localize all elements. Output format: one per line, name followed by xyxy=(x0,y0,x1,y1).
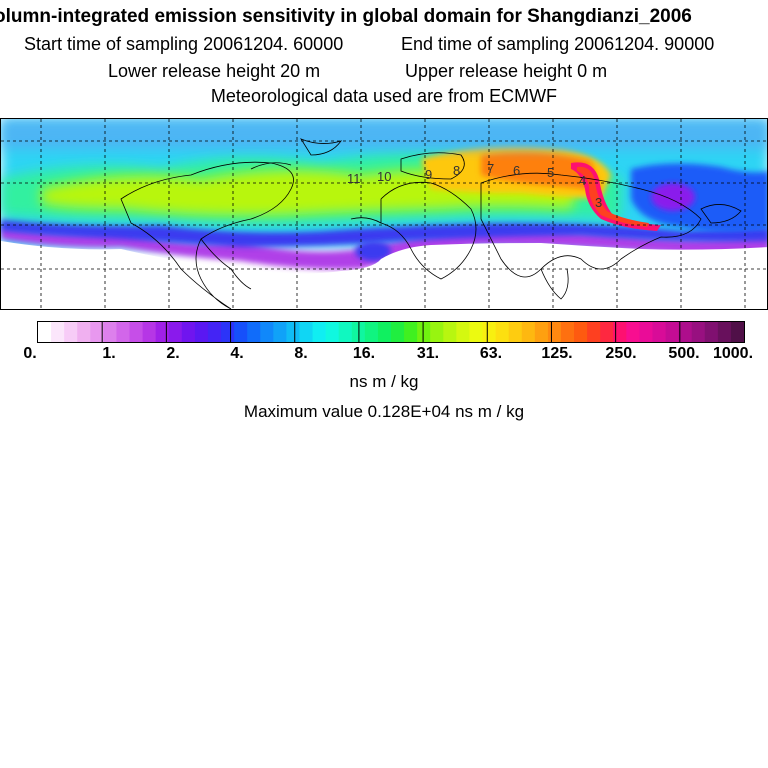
colorbar-segment xyxy=(260,322,274,342)
emission-sensitivity-map: 11 10 9 8 7 6 5 4 3 xyxy=(0,118,768,310)
end-time-label: End time of sampling 20061204. 90000 xyxy=(401,34,715,54)
colorbar-segment xyxy=(521,322,536,342)
contour-label: 9 xyxy=(425,167,432,182)
colorbar-segment xyxy=(194,322,209,342)
start-time-label: Start time of sampling 20061204. 60000 xyxy=(24,34,344,54)
colorbar-tick-label: 500. xyxy=(668,345,700,362)
colorbar-tick-label: 8. xyxy=(294,345,308,362)
colorbar-segment xyxy=(221,322,235,342)
colorbar-segment xyxy=(273,322,287,342)
colorbar-tick-label: 0. xyxy=(23,345,37,362)
colorbar xyxy=(37,321,745,343)
colorbar-tick-label: 4. xyxy=(230,345,244,362)
colorbar-tick-label: 1. xyxy=(102,345,116,362)
met-data-label: Meteorological data used are from ECMWF xyxy=(210,86,558,106)
colorbar-segment xyxy=(678,322,693,342)
plot-title: olumn-integrated emission sensitivity in… xyxy=(0,6,692,27)
colorbar-segment xyxy=(613,322,627,342)
colorbar-segment xyxy=(286,322,300,342)
contour-label: 6 xyxy=(513,163,520,178)
graticule xyxy=(1,119,767,309)
colorbar-segment xyxy=(404,322,418,342)
colorbar-segment xyxy=(377,322,392,342)
colorbar-segment xyxy=(325,322,340,342)
contour-label: 5 xyxy=(547,165,554,180)
colorbar-tick-label: 2. xyxy=(166,345,180,362)
contour-label: 7 xyxy=(487,161,494,176)
colorbar-segment xyxy=(600,322,614,342)
colorbar-tick-label: 63. xyxy=(479,345,503,362)
colorbar-segment xyxy=(443,322,457,342)
upper-release-label: Upper release height 0 m xyxy=(405,61,608,81)
colorbar-segment xyxy=(181,322,196,342)
colorbar-segment xyxy=(691,322,706,342)
colorbar-segment xyxy=(626,322,640,342)
colorbar-tick-label: 250. xyxy=(605,345,637,362)
colorbar-segment xyxy=(247,322,261,342)
colorbar-tick-label: 16. xyxy=(352,345,376,362)
colorbar-tick-label: 31. xyxy=(416,345,440,362)
colorbar-segment xyxy=(430,322,444,342)
colorbar-segment xyxy=(717,322,732,342)
colorbar-segment xyxy=(587,322,601,342)
colorbar-segment xyxy=(574,322,588,342)
colorbar-tick-label: 1000. xyxy=(712,345,754,362)
colorbar-segment xyxy=(103,322,117,342)
contour-label: 10 xyxy=(377,169,391,184)
lower-release-label: Lower release height 20 m xyxy=(108,61,321,81)
map-canvas: 11 10 9 8 7 6 5 4 3 xyxy=(1,119,767,309)
colorbar-segment xyxy=(38,322,52,342)
colorbar-gradient xyxy=(38,322,744,342)
colorbar-segment xyxy=(142,322,157,342)
colorbar-segment xyxy=(469,322,484,342)
colorbar-segment xyxy=(207,322,222,342)
colorbar-segment xyxy=(312,322,327,342)
colorbar-segment xyxy=(168,322,183,342)
colorbar-segment xyxy=(495,322,510,342)
colorbar-segment xyxy=(639,322,653,342)
sensitivity-field xyxy=(1,119,767,309)
colorbar-segment xyxy=(51,322,65,342)
colorbar-segment xyxy=(508,322,523,342)
contour-label: 3 xyxy=(595,195,602,210)
colorbar-segment xyxy=(730,322,744,342)
colorbar-segment xyxy=(534,322,549,342)
colorbar-segment xyxy=(234,322,248,342)
colorbar-segment xyxy=(64,322,78,342)
colorbar-segment xyxy=(547,322,562,342)
contour-label: 8 xyxy=(453,163,460,178)
colorbar-segment xyxy=(704,322,719,342)
colorbar-unit-label: ns m / kg xyxy=(349,372,419,391)
colorbar-segment xyxy=(299,322,314,342)
colorbar-segment xyxy=(560,322,575,342)
colorbar-segment xyxy=(482,322,497,342)
colorbar-segment xyxy=(364,322,379,342)
colorbar-segment xyxy=(417,322,431,342)
colorbar-segment xyxy=(456,322,470,342)
coastlines xyxy=(120,138,742,309)
contour-label: 11 xyxy=(347,171,361,186)
colorbar-segment xyxy=(129,322,144,342)
colorbar-segment xyxy=(77,322,91,342)
colorbar-segment xyxy=(116,322,131,342)
maximum-value-label: Maximum value 0.128E+04 ns m / kg xyxy=(243,402,525,421)
colorbar-tick-label: 125. xyxy=(541,345,573,362)
colorbar-segment xyxy=(90,322,104,342)
colorbar-segment xyxy=(652,322,667,342)
colorbar-segment xyxy=(391,322,405,342)
colorbar-segment xyxy=(338,322,353,342)
colorbar-segment xyxy=(155,322,170,342)
contour-label: 4 xyxy=(579,173,586,188)
colorbar-segment xyxy=(665,322,680,342)
